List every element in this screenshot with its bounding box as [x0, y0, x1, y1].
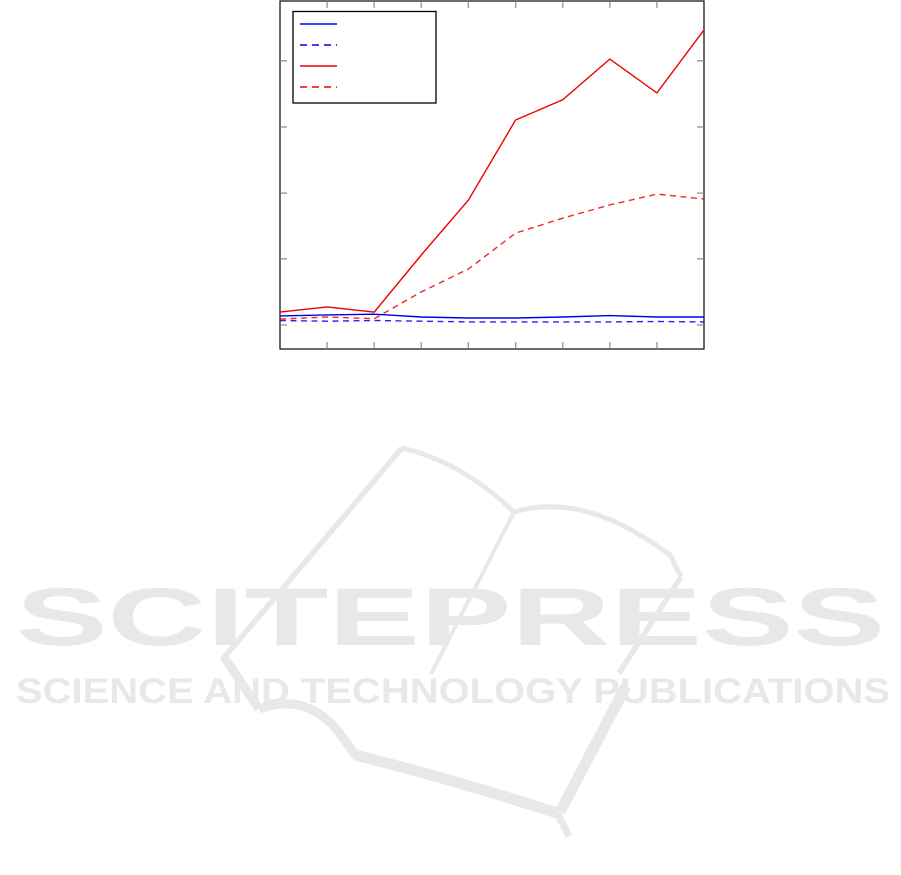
book-right-page-top — [513, 504, 684, 579]
series-red-dashed-line — [279, 193, 705, 320]
open-book-logo-icon — [219, 445, 684, 838]
series-red-solid-line — [279, 29, 705, 313]
figure-line-chart — [278, 0, 708, 353]
chart-plot-area — [279, 0, 705, 350]
scitepress-watermark: SCITEPRESS SCIENCE AND TECHNOLOGY PUBLIC… — [0, 428, 901, 875]
book-right-edge-lower — [555, 683, 631, 815]
legend-box — [292, 10, 437, 104]
book-left-edge — [219, 446, 405, 662]
book-left-corner — [220, 654, 263, 712]
series-blue-solid-line — [279, 313, 704, 319]
book-bottom-edge — [353, 749, 559, 819]
book-spine — [429, 511, 516, 675]
series-blue-dashed-line — [279, 319, 705, 323]
watermark-logo-text: SCITEPRESS — [16, 572, 885, 663]
book-bottom-tail — [553, 811, 573, 838]
book-bottom-curl — [257, 699, 361, 760]
book-right-edge-upper — [616, 575, 684, 675]
watermark-tagline-text: SCIENCE AND TECHNOLOGY PUBLICATIONS — [16, 672, 890, 711]
axes-border — [279, 0, 705, 350]
book-left-page-top — [401, 445, 516, 514]
publisher-watermark-graphic: SCITEPRESS SCIENCE AND TECHNOLOGY PUBLIC… — [16, 445, 890, 838]
